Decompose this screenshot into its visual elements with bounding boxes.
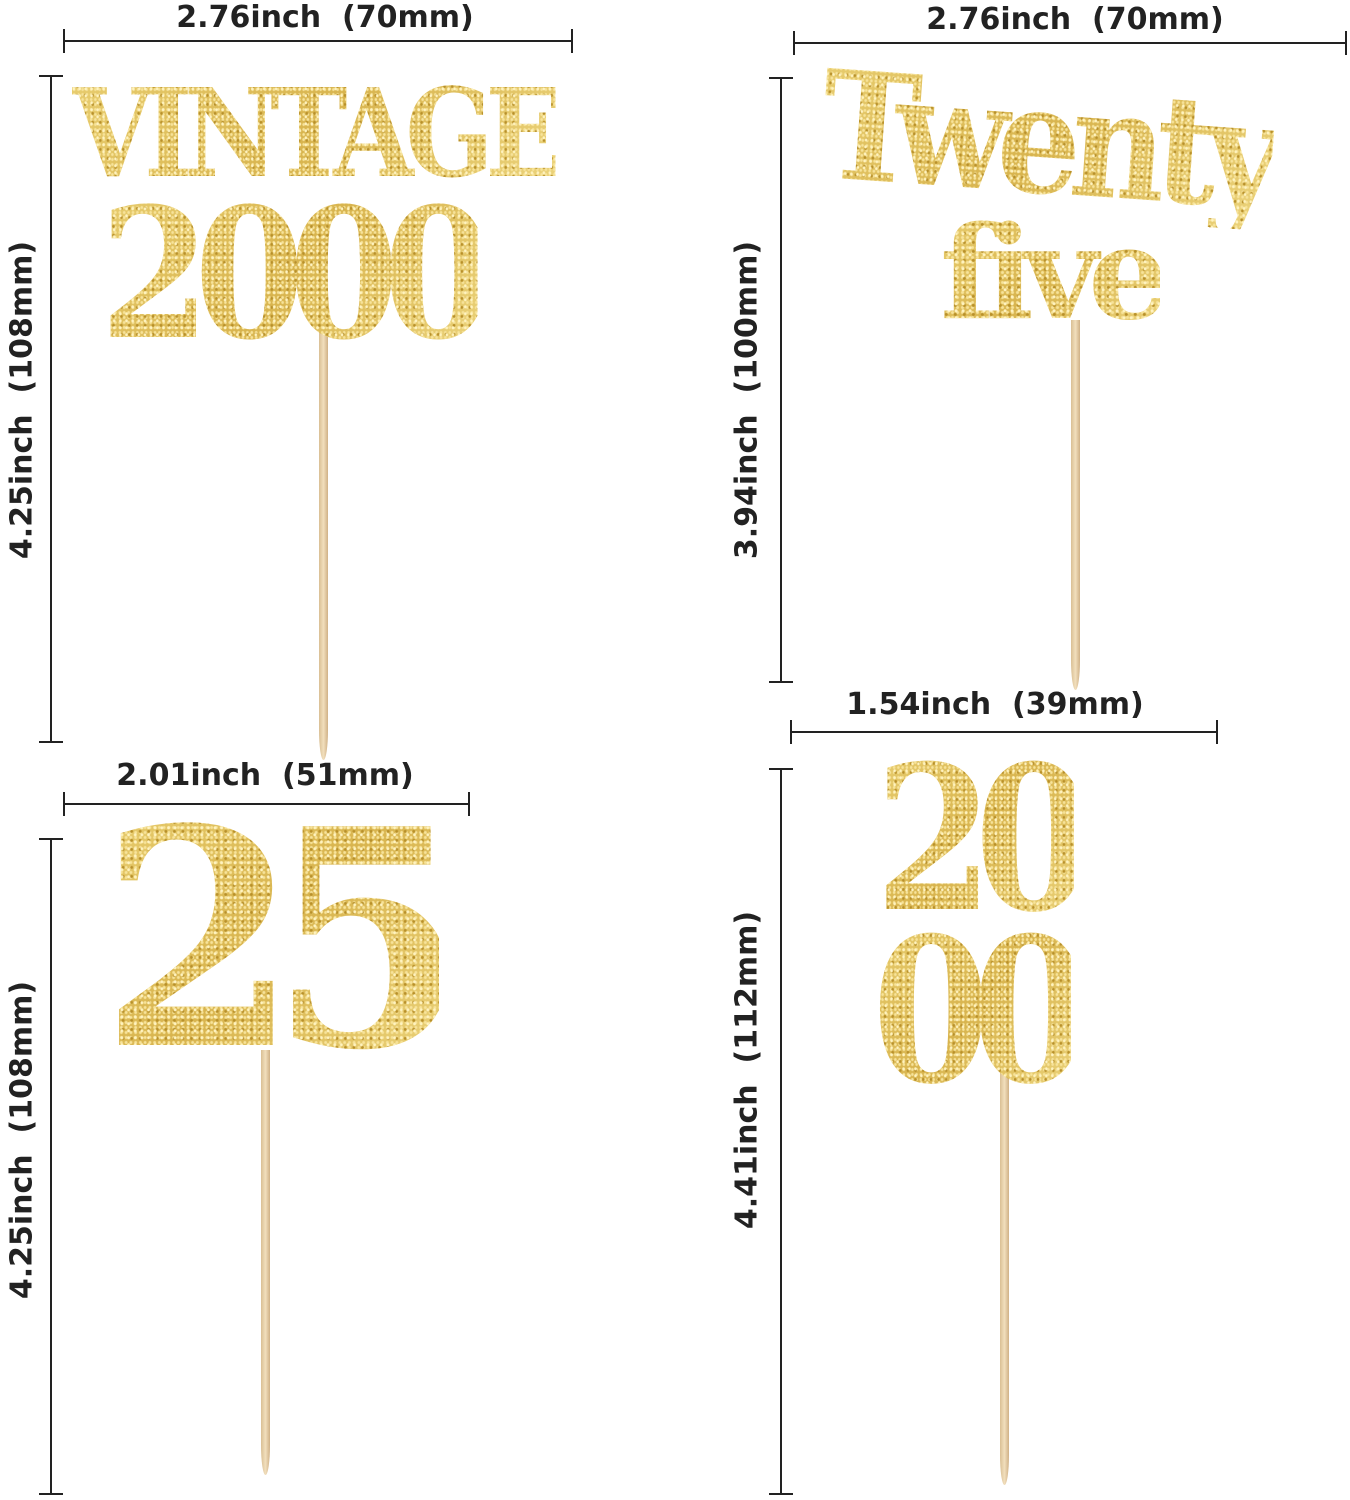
height-dimension-line [39,838,63,1495]
height-label: 4.25inch (108mm) [4,240,40,560]
topper-text-line: 25 [100,763,440,1116]
topper-text-line: 2000 [100,169,478,380]
height-label: 4.25inch (108mm) [4,980,40,1300]
height-dimension-line [769,77,793,683]
wooden-stick [319,330,328,760]
height-dimension-line [769,768,793,1495]
topper-text-line: five [940,199,1160,349]
width-label: 2.76inch (70mm) [926,2,1224,37]
wooden-stick [1000,1070,1009,1485]
width-label: 2.01inch (51mm) [116,758,414,793]
width-label: 2.76inch (70mm) [176,0,474,35]
height-dimension-line [39,75,63,743]
width-dimension-line [790,720,1218,744]
topper-text-line: VINTAGE [72,61,556,205]
wooden-stick [261,1050,270,1475]
height-label: 3.94inch (100mm) [729,240,765,560]
wooden-stick [1071,320,1080,690]
width-dimension-line [793,31,1347,55]
topper-text-line: 20 [875,722,1075,957]
topper-text-line: 00 [872,894,1072,1129]
width-label: 1.54inch (39mm) [846,687,1144,722]
height-label: 4.41inch (112mm) [729,910,765,1230]
width-dimension-line [63,29,573,53]
